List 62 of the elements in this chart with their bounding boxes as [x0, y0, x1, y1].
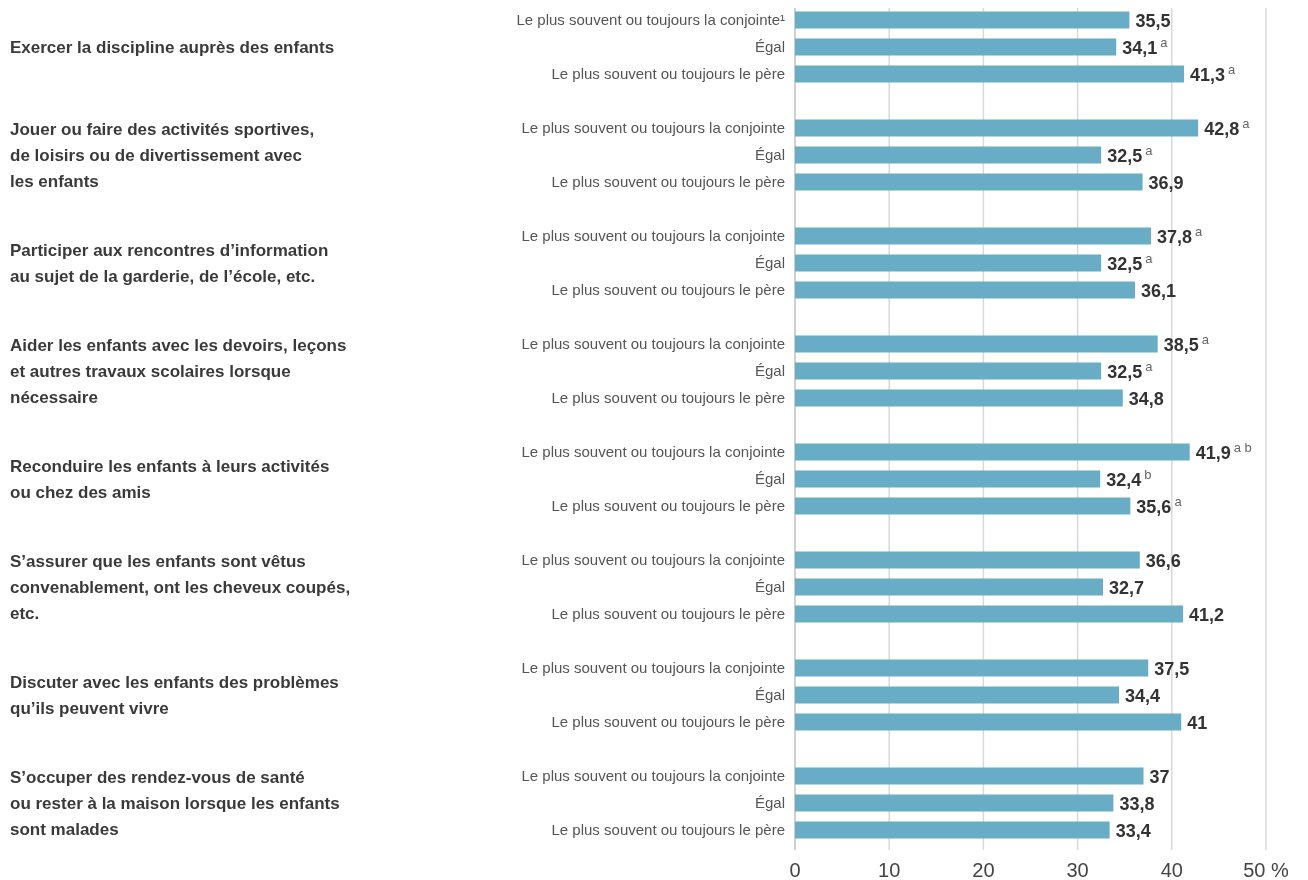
y-tick-label: Le plus souvent ou toujours le père [551, 173, 785, 190]
x-tick-label: 0 [789, 859, 801, 880]
y-tick-label: Le plus souvent ou toujours la conjointe [521, 335, 785, 352]
data-label: 38,5$^{a}$ [1163, 331, 1210, 355]
y-tick-label: Égal [754, 686, 785, 703]
y-tick-label: Le plus souvent ou toujours le père [551, 65, 785, 82]
x-tick-label: 50 % [1243, 859, 1290, 880]
data-label: 32,4$^{b}$ [1106, 466, 1152, 490]
y-tick-label: Le plus souvent ou toujours le père [551, 281, 785, 298]
y-tick-label: Égal [754, 794, 785, 811]
text: Aider les enfants avec les devoirs, leçons et autres travaux scolaires lorsque nécessaire [10, 336, 347, 407]
y-tick-label: Égal [754, 470, 785, 487]
x-tick-label: 10 [878, 859, 901, 880]
text: Reconduire les enfants à leurs activités ou chez des amis [10, 457, 330, 502]
text: Participer aux rencontres d’information au sujet de la garderie, de l’école, etc. [10, 241, 329, 286]
data-label: 34,4 [1125, 686, 1161, 706]
data-label: 37 [1149, 767, 1170, 787]
y-tick-label: Égal [754, 146, 785, 163]
data-label: 36,6 [1145, 551, 1181, 571]
data-label: 41,9$^{a b}$ [1195, 439, 1252, 463]
data-label: 36,1 [1141, 281, 1177, 301]
y-tick-label: Le plus souvent ou toujours la conjointe¹ [516, 11, 785, 28]
data-label: 37,5 [1154, 659, 1190, 679]
y-tick-label: Le plus souvent ou toujours la conjointe [521, 119, 785, 136]
y-tick-label: Égal [754, 362, 785, 379]
data-label: 34,8 [1128, 389, 1164, 409]
data-label: 42,8$^{a}$ [1204, 115, 1251, 139]
data-label: 35,6$^{a}$ [1136, 493, 1183, 517]
text: S’assurer que les enfants sont vêtus convenablement, ont les cheveux coupés, etc. [10, 552, 351, 623]
data-label: 33,8 [1119, 794, 1155, 814]
text: Discuter avec les enfants des problèmes qu’ils peuvent vivre [10, 673, 339, 718]
data-label: 36,9 [1148, 173, 1184, 193]
y-tick-label: Le plus souvent ou toujours le père [551, 497, 785, 514]
data-label: 32,5$^{a}$ [1107, 142, 1154, 166]
y-tick-label: Le plus souvent ou toujours la conjointe [521, 551, 785, 568]
y-tick-label: Le plus souvent ou toujours le père [551, 713, 785, 730]
x-tick-label: 20 [972, 859, 995, 880]
y-tick-label: Égal [754, 254, 785, 271]
y-tick-label: Le plus souvent ou toujours la conjointe [521, 227, 785, 244]
data-label: 37,8$^{a}$ [1157, 223, 1204, 247]
y-tick-label: Le plus souvent ou toujours le père [551, 605, 785, 622]
y-tick-label: Égal [754, 38, 785, 55]
x-tick-label: 30 [1066, 859, 1089, 880]
data-label: 32,7 [1109, 578, 1145, 598]
y-tick-label: Le plus souvent ou toujours le père [551, 389, 785, 406]
y-tick-label: Le plus souvent ou toujours la conjointe [521, 659, 785, 676]
data-label: 34,1$^{a}$ [1122, 34, 1169, 58]
y-tick-label: Égal [754, 578, 785, 595]
text: Jouer ou faire des activités sportives, de loisirs ou de divertissement avec les enfants [10, 120, 315, 191]
data-label: 32,5$^{a}$ [1107, 358, 1154, 382]
data-label: 41,3$^{a}$ [1190, 61, 1237, 85]
data-label: 35,5 [1135, 11, 1171, 31]
y-tick-label: Le plus souvent ou toujours la conjointe [521, 767, 785, 784]
data-label: 33,4 [1115, 821, 1151, 841]
data-label: 32,5$^{a}$ [1107, 250, 1154, 274]
x-tick-label: 40 [1160, 859, 1183, 880]
y-tick-label: Le plus souvent ou toujours le père [551, 821, 785, 838]
text: Exercer la discipline auprès des enfants [10, 38, 335, 57]
data-label: 41 [1187, 713, 1208, 733]
data-label: 41,2 [1189, 605, 1225, 625]
text: S’occuper des rendez-vous de santé ou rester à la maison lorsque les enfants sont malades [10, 768, 340, 839]
y-tick-label: Le plus souvent ou toujours la conjointe [521, 443, 785, 460]
